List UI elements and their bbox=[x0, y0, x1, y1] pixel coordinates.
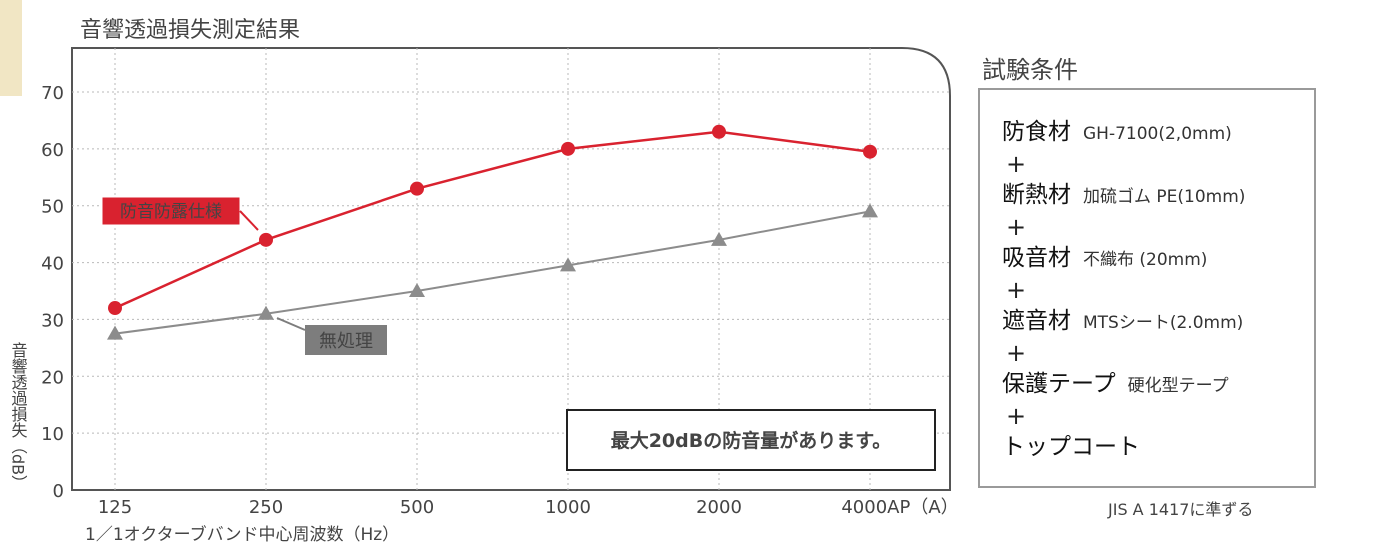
x-tick-labels: 125 250 500 1000 2000 4000AP（A） bbox=[98, 497, 959, 518]
annotation-frame bbox=[566, 409, 936, 471]
data-point bbox=[410, 181, 424, 196]
y-tick-label: 60 bbox=[41, 140, 64, 161]
plot-frame bbox=[71, 47, 951, 491]
grey-series-label: 無処理 bbox=[276, 317, 387, 355]
grey-series-label-bg bbox=[305, 325, 387, 355]
condition-name: 断熱材 bbox=[1002, 182, 1071, 208]
x-tick-label: 500 bbox=[400, 497, 434, 518]
red-series-label-text: 防音防露仕様 bbox=[120, 202, 222, 222]
grey-series-leader bbox=[276, 317, 306, 331]
x-axis-label: 1／1オクターブバンド中心周波数（Hz） bbox=[85, 524, 399, 545]
data-point bbox=[560, 257, 576, 272]
standard-note: JIS A 1417に準ずる bbox=[1108, 500, 1254, 519]
condition-row-3: 吸音材 不織布 (20mm) bbox=[1002, 242, 1314, 275]
chart-title: 音響透過損失測定結果 bbox=[80, 18, 300, 43]
condition-spec: 加硫ゴム PE(10mm) bbox=[1083, 187, 1246, 207]
condition-name: 遮音材 bbox=[1002, 308, 1071, 334]
series-line bbox=[114, 210, 871, 335]
y-tick-label: 70 bbox=[41, 83, 64, 104]
plus-sign: + bbox=[1006, 402, 1027, 430]
condition-row-6: トップコート bbox=[1002, 431, 1314, 464]
red-series-label-bg bbox=[101, 196, 241, 226]
data-point bbox=[711, 231, 727, 246]
data-point bbox=[107, 325, 123, 340]
y-tick-label: 10 bbox=[41, 424, 64, 445]
y-tick-label: 50 bbox=[41, 197, 64, 218]
data-point bbox=[561, 141, 575, 156]
y-tick-labels: 0 10 20 30 40 50 60 70 bbox=[41, 83, 64, 502]
condition-spec: 硬化型テープ bbox=[1127, 376, 1229, 396]
x-tick-label: 1000 bbox=[545, 497, 591, 518]
y-axis-label: 音響透過損失（dB） bbox=[9, 342, 28, 491]
annotation-text: 最大20dBの防音量があります。 bbox=[611, 429, 892, 452]
y-tick-label: 40 bbox=[41, 254, 64, 275]
condition-row-1: 防食材 GH-7100(2,0mm) bbox=[1002, 116, 1314, 149]
data-point bbox=[259, 232, 273, 247]
plus-sign: + bbox=[1006, 213, 1027, 241]
x-tick-label: 125 bbox=[98, 497, 132, 518]
decorative-tab bbox=[0, 0, 22, 96]
conditions-title: 試験条件 bbox=[982, 56, 1078, 84]
condition-row-2: 断熱材 加硫ゴム PE(10mm) bbox=[1002, 179, 1314, 212]
condition-name: 防食材 bbox=[1002, 119, 1071, 145]
data-point bbox=[863, 144, 877, 159]
red-series-leader bbox=[239, 210, 259, 231]
plus-sign: + bbox=[1006, 150, 1027, 178]
annotation-box: 最大20dBの防音量があります。 bbox=[566, 409, 936, 471]
x-tick-label: 2000 bbox=[696, 497, 742, 518]
x-tick-label: 4000AP（A） bbox=[841, 497, 958, 518]
y-tick-label: 30 bbox=[41, 310, 64, 331]
condition-spec: 不織布 (20mm) bbox=[1083, 250, 1208, 270]
condition-name: 保護テープ bbox=[1002, 371, 1116, 397]
condition-spec: MTSシート(2.0mm) bbox=[1083, 313, 1244, 333]
series-layer bbox=[107, 124, 878, 340]
series-line bbox=[114, 130, 871, 310]
grey-series-label-text: 無処理 bbox=[319, 331, 373, 352]
conditions-box: 防食材 GH-7100(2,0mm) + 断熱材 加硫ゴム PE(10mm) + 吸… bbox=[978, 88, 1316, 488]
condition-spec: GH-7100(2,0mm) bbox=[1083, 124, 1232, 144]
condition-name: 吸音材 bbox=[1002, 245, 1071, 271]
data-point bbox=[862, 203, 878, 218]
plus-sign: + bbox=[1006, 276, 1027, 304]
condition-row-5: 保護テープ 硬化型テープ bbox=[1002, 368, 1314, 401]
red-series-label: 防音防露仕様 bbox=[101, 196, 259, 231]
data-point bbox=[712, 124, 726, 139]
data-point bbox=[258, 305, 274, 320]
condition-name: トップコート bbox=[1002, 434, 1140, 460]
y-tick-label: 0 bbox=[53, 481, 64, 502]
data-point bbox=[409, 283, 425, 297]
plus-sign: + bbox=[1006, 339, 1027, 367]
x-tick-label: 250 bbox=[249, 497, 283, 518]
data-point bbox=[108, 301, 122, 316]
condition-row-4: 遮音材 MTSシート(2.0mm) bbox=[1002, 305, 1314, 338]
y-tick-label: 20 bbox=[41, 367, 64, 388]
